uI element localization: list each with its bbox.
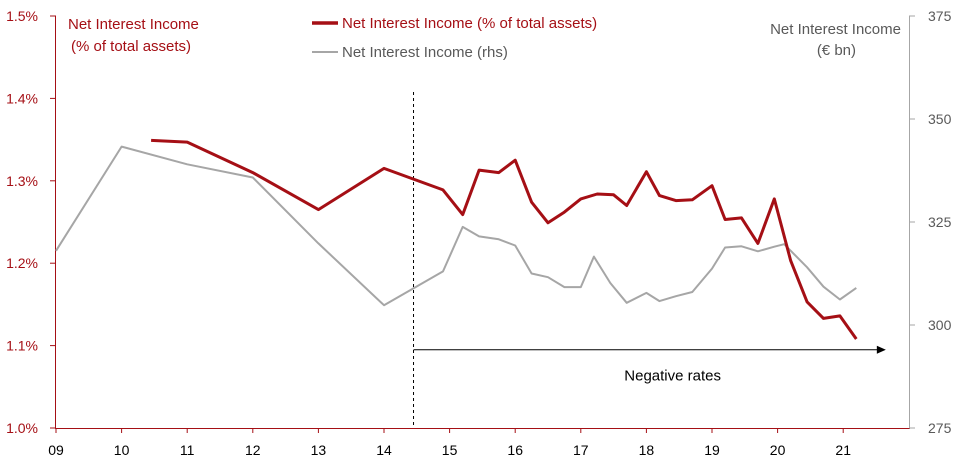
y-left-tick-group: 1.0% 1.1% 1.2% 1.3% 1.4% 1.5% [6, 8, 56, 436]
y-right-tick-label: 375 [928, 8, 952, 24]
negative-rates-label: Negative rates [624, 367, 721, 384]
y-left-tick-label: 1.0% [6, 420, 38, 436]
x-tick-label: 14 [376, 442, 392, 458]
x-tick-label: 18 [639, 442, 655, 458]
y-right-tick-group: 275 300 325 350 375 [909, 8, 952, 436]
x-tick-label: 13 [311, 442, 327, 458]
y-left-tick-label: 1.1% [6, 338, 38, 354]
x-tick-label: 16 [507, 442, 523, 458]
series-line-nii-rhs [55, 145, 857, 307]
left-axis-title-line1: Net Interest Income [68, 16, 199, 33]
y-left-tick-label: 1.4% [6, 90, 38, 106]
x-tick-label: 19 [704, 442, 720, 458]
series-line-nii-pct [151, 138, 858, 340]
x-tick-label: 09 [48, 442, 64, 458]
legend-label-nii-rhs: Net Interest Income (rhs) [342, 44, 508, 61]
y-left-tick-label: 1.2% [6, 255, 38, 271]
x-tick-label: 17 [573, 442, 589, 458]
x-tick-label: 20 [770, 442, 786, 458]
y-right-tick-label: 350 [928, 111, 952, 127]
x-tick-label: 21 [835, 442, 851, 458]
y-left-tick-label: 1.5% [6, 8, 38, 24]
x-tick-label: 10 [114, 442, 130, 458]
x-tick-label: 11 [180, 442, 195, 458]
legend-label-nii-pct: Net Interest Income (% of total assets) [342, 15, 597, 32]
y-right-tick-label: 275 [928, 420, 952, 436]
x-tick-label: 15 [442, 442, 458, 458]
y-right-tick-label: 300 [928, 317, 952, 333]
y-right-tick-label: 325 [928, 214, 952, 230]
left-axis-title-line2: (% of total assets) [71, 38, 191, 55]
negative-rates-arrow-head [876, 345, 886, 354]
right-axis-title-line1: Net Interest Income [770, 21, 901, 38]
x-tick-label: 12 [245, 442, 261, 458]
y-left-tick-label: 1.3% [6, 173, 38, 189]
x-tick-group: 09 10 11 12 13 14 15 16 17 18 19 20 21 [48, 428, 851, 458]
right-axis-title-line2: (€ bn) [817, 42, 856, 59]
